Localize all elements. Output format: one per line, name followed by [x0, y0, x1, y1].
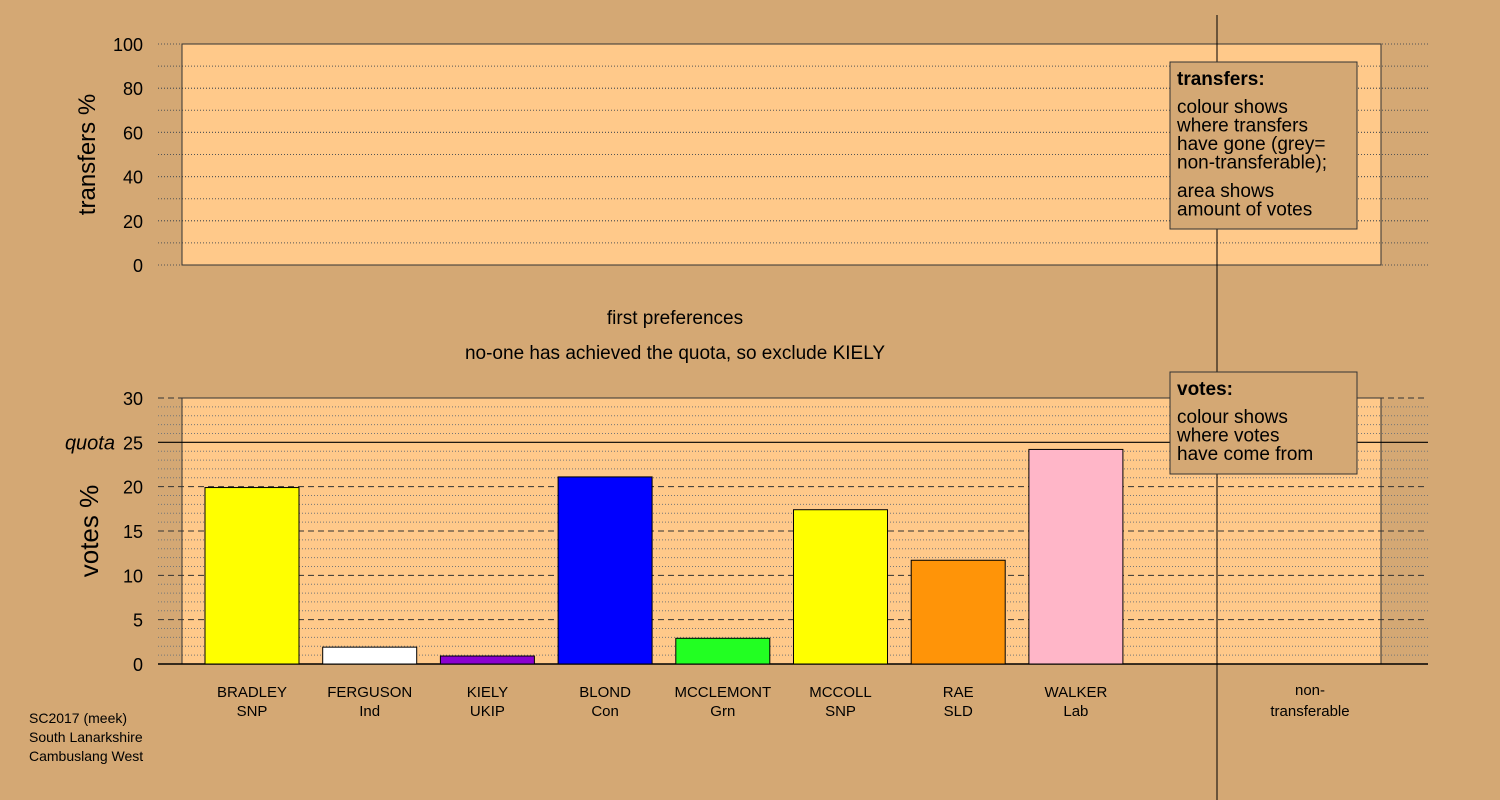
- candidate-name-label: BLOND: [579, 684, 631, 701]
- votes-tick-label: 15: [123, 522, 143, 542]
- candidate-party-label: Grn: [710, 703, 735, 720]
- non-transferable-label: transferable: [1270, 703, 1349, 720]
- candidate-name-label: BRADLEY: [217, 684, 287, 701]
- bar-blond: [557, 476, 653, 665]
- transfers-tick-label: 0: [133, 256, 143, 276]
- transfers-tick-label: 60: [123, 123, 143, 143]
- bar-mcclemont: [675, 637, 771, 665]
- votes-tick-label: 10: [123, 566, 143, 586]
- votes-legend-title: votes:: [1177, 379, 1233, 400]
- transfers-tick-label: 80: [123, 79, 143, 99]
- candidate-party-label: Lab: [1063, 703, 1088, 720]
- footer-line: South Lanarkshire: [29, 729, 143, 745]
- bar-rae: [910, 559, 1006, 665]
- candidate-party-label: SNP: [237, 703, 268, 720]
- votes-legend-text: where votes: [1176, 426, 1279, 447]
- transfers-legend-text: non-transferable);: [1177, 153, 1327, 174]
- transfers-tick-label: 100: [113, 35, 143, 55]
- bar-walker: [1028, 448, 1124, 665]
- candidate-party-label: SNP: [825, 703, 856, 720]
- non-transferable-label: non-: [1295, 682, 1325, 699]
- bar-kiely: [439, 655, 535, 665]
- candidate-name-label: KIELY: [467, 684, 508, 701]
- votes-legend-box: [1169, 371, 1358, 475]
- transfers-axis-label: transfers %: [74, 94, 101, 215]
- transfers-legend-title: transfers:: [1177, 69, 1265, 90]
- candidate-name-label: WALKER: [1045, 684, 1108, 701]
- footer-line: SC2017 (meek): [29, 710, 127, 726]
- votes-tick-label: 25: [123, 433, 143, 453]
- quota-label: quota: [65, 432, 115, 454]
- votes-tick-label: 20: [123, 478, 143, 498]
- heading-line1: first preferences: [607, 308, 743, 329]
- votes-axis-label: votes %: [74, 485, 104, 578]
- votes-tick-label: 5: [133, 611, 143, 631]
- transfers-plot-frame: [181, 43, 1382, 266]
- bar-bradley: [204, 487, 300, 665]
- heading-line2: no-one has achieved the quota, so exclud…: [465, 343, 885, 364]
- transfers-legend-text: amount of votes: [1177, 200, 1312, 221]
- transfers-legend-text: colour shows: [1177, 97, 1288, 118]
- bar-ferguson: [322, 646, 418, 665]
- transfers-tick-label: 40: [123, 168, 143, 188]
- candidate-name-label: FERGUSON: [327, 684, 412, 701]
- candidate-name-label: MCCOLL: [809, 684, 872, 701]
- candidate-party-label: Ind: [359, 703, 380, 720]
- transfers-tick-label: 20: [123, 212, 143, 232]
- transfers-legend-text: have gone (grey=: [1177, 134, 1325, 155]
- transfers-legend-text: where transfers: [1176, 116, 1308, 137]
- candidate-party-label: Con: [591, 703, 619, 720]
- candidate-name-label: RAE: [943, 684, 974, 701]
- candidate-party-label: SLD: [944, 703, 973, 720]
- candidate-party-label: UKIP: [470, 703, 505, 720]
- candidate-name-label: MCCLEMONT: [674, 684, 771, 701]
- footer-line: Cambuslang West: [29, 748, 143, 764]
- votes-legend-text: have come from: [1177, 444, 1313, 465]
- votes-legend-text: colour shows: [1177, 407, 1288, 428]
- bar-mccoll: [793, 509, 888, 665]
- transfers-legend-text: area shows: [1177, 181, 1274, 202]
- transfers-legend-box: [1169, 61, 1358, 230]
- votes-tick-label: 30: [123, 389, 143, 409]
- votes-tick-label: 0: [133, 655, 143, 675]
